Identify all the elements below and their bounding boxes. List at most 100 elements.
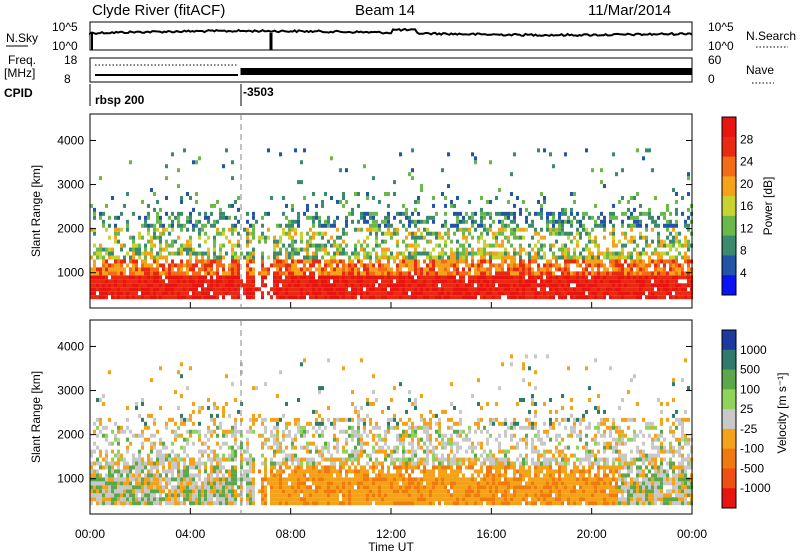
velocity-cell <box>420 489 423 494</box>
power-cell <box>117 215 120 220</box>
power-cell <box>567 231 570 236</box>
power-cell <box>372 223 375 228</box>
velocity-cell <box>303 477 306 482</box>
power-cell <box>369 259 372 264</box>
velocity-cell <box>348 493 351 498</box>
velocity-cell <box>108 497 111 502</box>
power-cell <box>147 287 150 292</box>
power-cell <box>678 243 681 248</box>
power-cell <box>372 267 375 272</box>
velocity-cell <box>321 469 324 474</box>
power-cell <box>234 279 237 284</box>
velocity-cell <box>378 469 381 474</box>
velocity-cell <box>102 493 105 498</box>
power-cell <box>345 219 348 224</box>
power-cell <box>351 259 354 264</box>
power-cell <box>486 279 489 284</box>
power-cell <box>144 259 147 264</box>
power-cell <box>621 247 624 252</box>
velocity-cell <box>126 425 129 430</box>
power-cell <box>558 215 561 220</box>
power-cell <box>558 211 561 216</box>
velocity-cell <box>264 429 267 434</box>
velocity-cell <box>225 469 228 474</box>
velocity-cell <box>456 501 459 506</box>
power-cell <box>213 279 216 284</box>
power-cell <box>339 259 342 264</box>
power-cell <box>591 259 594 264</box>
velocity-cell <box>177 477 180 482</box>
velocity-cell <box>219 421 222 426</box>
velocity-cell <box>138 453 141 458</box>
power-cell <box>375 287 378 292</box>
power-cell <box>177 219 180 224</box>
nsky-panel: N.Sky 10^5 10^0 10^5 10^0 N.Search <box>6 20 796 53</box>
velocity-cell <box>201 493 204 498</box>
power-cell <box>654 295 657 300</box>
power-cell <box>348 255 351 260</box>
power-cell <box>138 247 141 252</box>
velocity-cell <box>102 457 105 462</box>
velocity-cell <box>231 489 234 494</box>
power-cell <box>195 287 198 292</box>
velocity-cell <box>363 469 366 474</box>
power-cell <box>639 295 642 300</box>
velocity-cell <box>216 453 219 458</box>
power-cell <box>480 231 483 236</box>
power-cell <box>477 283 480 288</box>
power-cell <box>141 271 144 276</box>
power-cell <box>417 235 420 240</box>
power-cell <box>471 275 474 280</box>
power-cell <box>108 267 111 272</box>
power-cell <box>522 275 525 280</box>
power-cell <box>183 275 186 280</box>
power-cell <box>237 255 240 260</box>
velocity-cell <box>363 441 366 446</box>
power-cell <box>246 295 249 300</box>
power-cell <box>480 223 483 228</box>
velocity-cell <box>204 493 207 498</box>
velocity-cell <box>93 473 96 478</box>
power-cell <box>459 279 462 284</box>
velocity-cell <box>399 465 402 470</box>
velocity-cell <box>135 493 138 498</box>
power-cell <box>132 263 135 268</box>
power-cell <box>273 239 276 244</box>
power-cell <box>144 279 147 284</box>
velocity-cell <box>198 461 201 466</box>
velocity-cell <box>330 469 333 474</box>
velocity-cell <box>417 501 420 506</box>
velocity-cell <box>318 485 321 490</box>
power-cell <box>639 231 642 236</box>
velocity-cell <box>375 481 378 486</box>
power-cell <box>351 295 354 300</box>
power-cell <box>363 295 366 300</box>
velocity-cell <box>99 497 102 502</box>
power-cell <box>183 283 186 288</box>
power-cell <box>303 148 306 153</box>
power-cell <box>597 267 600 272</box>
power-cell <box>423 279 426 284</box>
velocity-cell <box>282 429 285 434</box>
power-cell <box>129 295 132 300</box>
velocity-cell <box>294 453 297 458</box>
power-cell <box>357 255 360 260</box>
velocity-cell <box>207 473 210 478</box>
velocity-cell <box>99 461 102 466</box>
power-cell <box>213 235 216 240</box>
power-cell <box>141 267 144 272</box>
velocity-cell <box>138 501 141 506</box>
power-cell <box>93 287 96 292</box>
power-cell <box>582 215 585 220</box>
power-cell <box>279 152 282 157</box>
power-cell <box>186 263 189 268</box>
velocity-cell <box>300 485 303 490</box>
velocity-cell <box>285 401 288 406</box>
power-cell <box>594 203 597 208</box>
power-cell <box>156 227 159 232</box>
power-cell <box>99 215 102 220</box>
velocity-cell <box>129 489 132 494</box>
velocity-cell <box>291 457 294 462</box>
power-cell <box>162 287 165 292</box>
velocity-cell <box>186 453 189 458</box>
